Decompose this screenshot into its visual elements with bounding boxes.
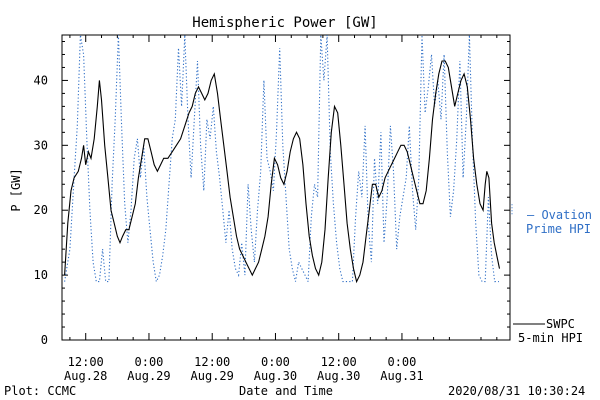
x-tick-label-date: Aug.28	[64, 369, 107, 383]
series-ovation-prime-line	[64, 34, 499, 284]
y-axis-ticks: 0 10 20 30 40	[34, 40, 510, 347]
series-swpc-line	[64, 60, 501, 284]
x-axis-label: Date and Time	[239, 384, 333, 398]
x-tick-label-date: Aug.30	[254, 369, 297, 383]
x-axis-ticks: 12:00Aug.280:00Aug.2912:00Aug.290:00Aug.…	[64, 35, 498, 383]
legend: — Ovation Prime HPI SWPC 5-min HPI	[511, 204, 592, 345]
plot-frame	[61, 34, 511, 341]
x-tick-label-date: Aug.30	[317, 369, 360, 383]
legend-swpc-line1: SWPC	[546, 317, 575, 331]
y-tick-label: 20	[34, 203, 48, 217]
x-tick-label-date: Aug.31	[380, 369, 423, 383]
x-tick-label-time: 12:00	[321, 355, 357, 369]
x-tick-label-date: Aug.29	[127, 369, 170, 383]
y-tick-label: 30	[34, 138, 48, 152]
x-tick-label-date: Aug.29	[191, 369, 234, 383]
y-tick-label: 40	[34, 73, 48, 87]
y-tick-label: 10	[34, 268, 48, 282]
series-layer	[64, 34, 501, 284]
footer-timestamp: 2020/08/31 10:30:24	[448, 384, 585, 398]
x-tick-label-time: 0:00	[261, 355, 290, 369]
x-tick-label-time: 0:00	[135, 355, 164, 369]
footer-plot-credit: Plot: CCMC	[4, 384, 76, 398]
y-axis-label: P [GW]	[9, 168, 23, 211]
x-tick-label-time: 0:00	[387, 355, 416, 369]
x-tick-label-time: 12:00	[68, 355, 104, 369]
x-tick-label-time: 12:00	[194, 355, 230, 369]
y-tick-label: 0	[41, 333, 48, 347]
chart-title: Hemispheric Power [GW]	[192, 15, 377, 31]
legend-ovation-line2: Prime HPI	[526, 222, 591, 236]
legend-ovation-line1: — Ovation	[527, 208, 592, 222]
legend-swpc-line2: 5-min HPI	[518, 331, 583, 345]
